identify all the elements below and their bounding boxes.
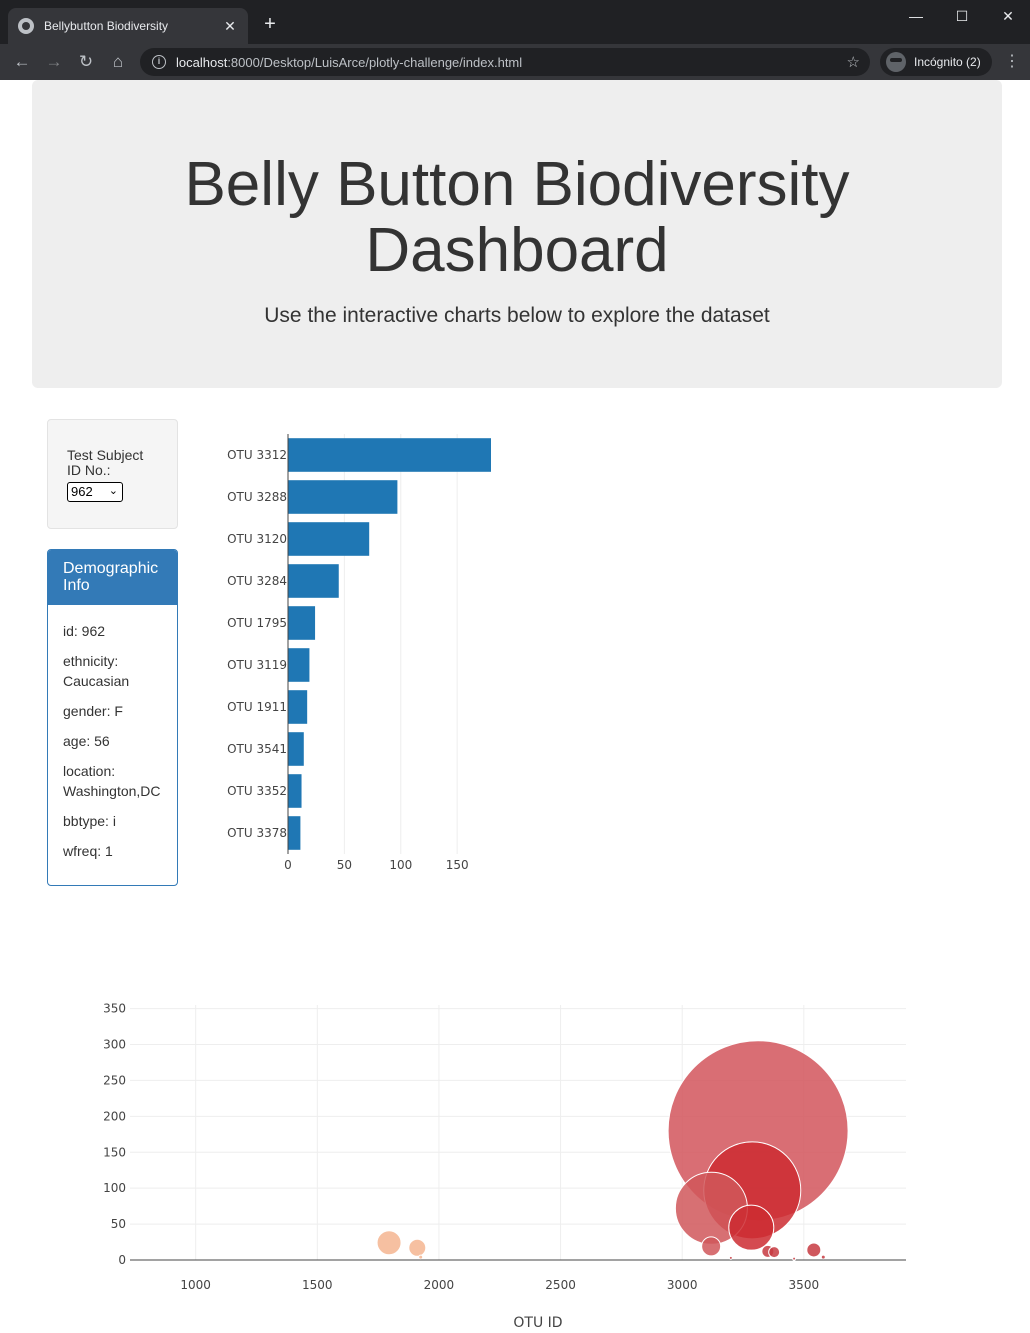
bubble-y-tick-label: 150 <box>103 1145 126 1159</box>
bar-otu-1795[interactable] <box>288 606 316 640</box>
otu-bubble-chart[interactable]: 0 50 100 150 200 250 300 350 1000 1500 2000 2500 300… <box>60 990 940 1333</box>
subject-selector-label: Test Subject ID No.: <box>67 447 144 478</box>
demographic-row-gender: gender: F <box>63 703 123 719</box>
bubble-point[interactable] <box>418 1254 424 1260</box>
chevron-down-icon: ⌄ <box>108 485 118 497</box>
demographic-row-location: location: Washington,DC <box>63 763 161 799</box>
bubble-x-axis-title: OTU ID <box>513 1315 562 1331</box>
minimize-icon[interactable]: — <box>909 8 923 24</box>
demographic-row-id: id: 962 <box>63 623 106 639</box>
bar-category-label: OTU 3288 <box>227 490 287 504</box>
tab-title: Bellybutton Biodiversity <box>44 19 169 33</box>
page-title-line1: Belly Button Biodiversity <box>184 150 850 219</box>
info-icon[interactable]: i <box>152 55 166 69</box>
page-title: Belly Button Biodiversity Dashboard <box>32 152 1002 284</box>
bubble-point[interactable] <box>768 1246 781 1259</box>
bar-x-tick-label: 0 <box>284 858 292 872</box>
subject-id-select[interactable]: 962 ⌄ <box>67 482 123 502</box>
bubble-point[interactable] <box>806 1242 822 1258</box>
reload-icon[interactable]: ↻ <box>78 52 94 71</box>
bubble-x-tick-label: 3000 <box>667 1278 698 1292</box>
browser-toolbar: ← → ↻ ⌂ i localhost:8000/Desktop/LuisArc… <box>0 44 1030 80</box>
bar-category-label: OTU 3312 <box>227 448 287 462</box>
bubble-point[interactable] <box>376 1230 402 1256</box>
bubble-y-tick-label: 50 <box>111 1217 126 1231</box>
bar-otu-3120[interactable] <box>288 522 370 556</box>
bar-otu-1911[interactable] <box>288 690 308 724</box>
url-host: localhost <box>176 54 228 70</box>
bubble-y-tick-label: 100 <box>103 1181 126 1195</box>
bar-category-label: OTU 3120 <box>227 532 287 546</box>
incognito-label: Incógnito (2) <box>914 55 981 69</box>
bubble-y-tick-label: 250 <box>103 1073 126 1087</box>
subject-selector-well: Test Subject ID No.: 962 ⌄ <box>47 419 178 529</box>
bar-otu-3541[interactable] <box>288 732 304 766</box>
url-path: :8000/Desktop/LuisArce/plotly-challenge/… <box>227 54 523 70</box>
globe-icon <box>18 18 34 34</box>
bar-x-tick-label: 100 <box>389 858 412 872</box>
bar-category-label: OTU 3284 <box>227 574 287 588</box>
bar-otu-3352[interactable] <box>288 774 302 808</box>
bar-x-tick-label: 150 <box>446 858 469 872</box>
bar-otu-3288[interactable] <box>288 480 398 514</box>
bubble-y-tick-label: 200 <box>103 1109 126 1123</box>
bubble-x-tick-label: 1000 <box>180 1278 211 1292</box>
maximize-icon[interactable]: ☐ <box>955 8 969 24</box>
bookmark-star-icon[interactable]: ☆ <box>846 54 860 71</box>
menu-icon[interactable]: ⋮ <box>1004 53 1020 70</box>
new-tab-button[interactable]: + <box>264 13 276 35</box>
url-text: localhost:8000/Desktop/LuisArce/plotly-c… <box>176 55 847 70</box>
bar-x-tick-label: 50 <box>337 858 352 872</box>
close-window-icon[interactable]: ✕ <box>1002 8 1014 24</box>
home-icon[interactable]: ⌂ <box>112 52 124 71</box>
bubble-x-tick-label: 1500 <box>302 1278 333 1292</box>
bubble-y-tick-label: 0 <box>118 1253 126 1267</box>
bubble-point[interactable] <box>701 1236 722 1257</box>
bubble-point[interactable] <box>728 1204 775 1251</box>
incognito-button[interactable]: Incógnito (2) <box>880 48 992 76</box>
demographic-panel-body: id: 962 ethnicity: Caucasian gender: F a… <box>48 605 177 885</box>
bar-category-label: OTU 1795 <box>227 616 287 630</box>
page-header: Belly Button Biodiversity Dashboard Use … <box>32 80 1002 388</box>
bubble-point[interactable] <box>408 1238 427 1257</box>
bar-category-label: OTU 3119 <box>227 658 287 672</box>
bubble-point[interactable] <box>820 1254 826 1260</box>
back-icon[interactable]: ← <box>13 52 31 71</box>
demographic-row-ethnicity: ethnicity: Caucasian <box>63 653 130 689</box>
bar-category-label: OTU 3378 <box>227 826 287 840</box>
browser-tab[interactable]: Bellybutton Biodiversity ✕ <box>8 8 248 44</box>
forward-icon[interactable]: → <box>45 52 63 71</box>
bubble-x-tick-label: 2000 <box>424 1278 455 1292</box>
page-subtitle: Use the interactive charts below to expl… <box>264 304 770 327</box>
demographic-row-wfreq: wfreq: 1 <box>63 843 113 859</box>
address-bar[interactable]: i localhost:8000/Desktop/LuisArce/plotly… <box>140 48 870 76</box>
bar-category-label: OTU 3541 <box>227 742 287 756</box>
bubble-point[interactable] <box>792 1256 797 1261</box>
demographic-panel-title: Demographic Info <box>48 550 177 605</box>
bubble-x-tick-label: 2500 <box>545 1278 576 1292</box>
incognito-icon <box>886 52 906 72</box>
bubble-y-tick-label: 350 <box>103 1002 126 1016</box>
bar-otu-3119[interactable] <box>288 648 310 682</box>
page-title-line2: Dashboard <box>365 216 669 285</box>
bubble-y-tick-label: 300 <box>103 1038 126 1052</box>
bubble-x-tick-label: 3500 <box>789 1278 820 1292</box>
bar-otu-3312[interactable] <box>288 438 491 472</box>
bar-category-label: OTU 1911 <box>227 700 287 714</box>
bubble-point[interactable] <box>728 1255 733 1260</box>
bar-category-label: OTU 3352 <box>227 784 287 798</box>
demographic-panel: Demographic Info id: 962 ethnicity: Cauc… <box>47 549 178 886</box>
top-otu-bar-chart[interactable]: 0 50 100 150 OTU 3312 OTU 3288 OTU 3120 OTU 328… <box>200 420 530 880</box>
bar-otu-3378[interactable] <box>288 816 301 850</box>
subject-id-value: 962 <box>71 484 93 499</box>
demographic-row-bbtype: bbtype: i <box>63 813 116 829</box>
tab-close-icon[interactable]: ✕ <box>224 17 236 34</box>
demographic-row-age: age: 56 <box>63 733 110 749</box>
bar-otu-3284[interactable] <box>288 564 339 598</box>
browser-titlebar: Bellybutton Biodiversity ✕ + — ☐ ✕ <box>0 0 1030 44</box>
